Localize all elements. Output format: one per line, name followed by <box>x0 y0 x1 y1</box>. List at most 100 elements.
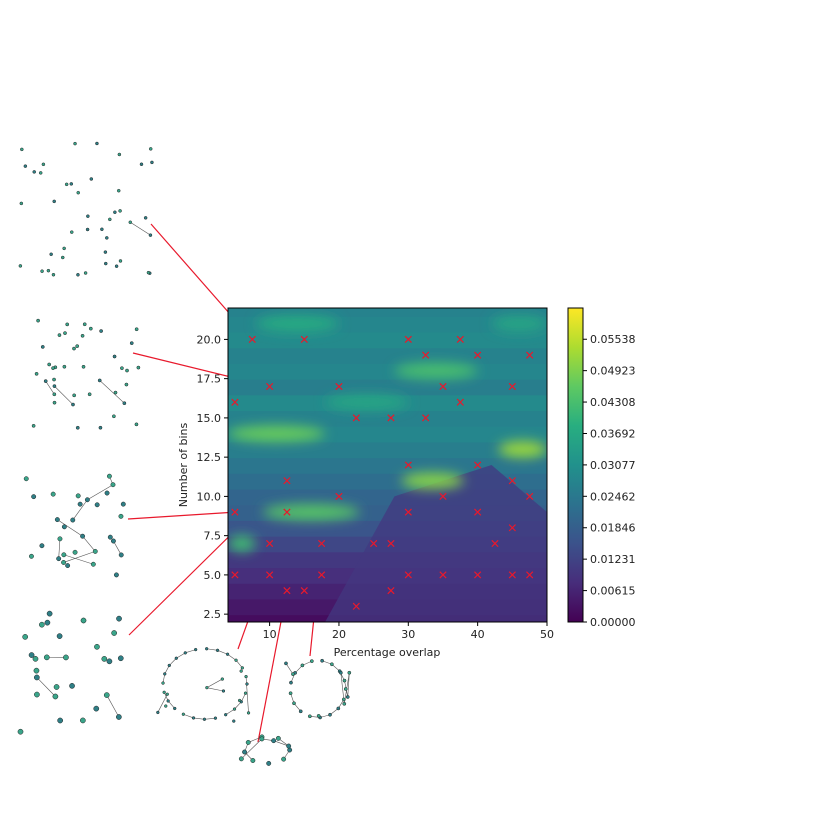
graph-inset <box>284 658 352 720</box>
graph-edge <box>206 687 224 692</box>
graph-node <box>72 393 77 398</box>
graph-node <box>347 670 352 675</box>
graph-node <box>94 643 100 650</box>
graph-node <box>57 536 63 542</box>
heatmap-hotspot <box>255 315 339 332</box>
colorbar-tick-label: 0.00000 <box>590 616 636 629</box>
graph-edge <box>176 652 186 659</box>
graph-node <box>100 227 104 232</box>
x-tick-label: 20 <box>332 628 346 641</box>
colorbar: 0.00000 0.00615 0.01231 0.01846 0.02462 0.030… <box>567 307 636 629</box>
graph-node <box>342 701 347 706</box>
sample-marker <box>526 351 534 359</box>
graph-node <box>56 556 62 562</box>
graph-edge <box>157 694 168 713</box>
graph-node <box>112 354 117 359</box>
sample-marker <box>335 382 343 391</box>
graph-node <box>244 674 248 679</box>
graph-edge <box>185 649 196 654</box>
graph-node <box>148 147 153 151</box>
graph-node <box>28 652 35 658</box>
graph-edge <box>169 658 177 666</box>
graph-node <box>69 182 74 186</box>
graph-node <box>69 230 74 234</box>
graph-node <box>134 327 139 332</box>
graph-node <box>75 344 80 349</box>
graph-node <box>146 270 151 275</box>
graph-node <box>284 661 288 666</box>
sample-marker <box>317 571 326 579</box>
graph-node <box>124 382 129 387</box>
graph-node <box>73 141 77 146</box>
graph-node <box>99 329 103 333</box>
sample-marker <box>317 539 326 548</box>
y-tick-label: 12.5 <box>197 451 222 464</box>
graph-node <box>113 572 119 578</box>
graph-node <box>239 669 243 673</box>
graph-edge <box>99 380 125 404</box>
graph-node <box>224 713 228 717</box>
graph-node <box>98 425 103 430</box>
graph-node <box>237 698 242 703</box>
graph-node <box>34 371 39 376</box>
y-tick-label: 5.0 <box>204 569 222 582</box>
graph-node <box>139 162 144 167</box>
graph-node <box>320 658 324 663</box>
graph-node <box>116 714 122 720</box>
graph-edge <box>63 551 96 563</box>
heatmap-hotspot <box>401 472 464 489</box>
graph-edge <box>54 385 74 405</box>
x-tick-label: 10 <box>263 628 277 641</box>
graph-node <box>173 706 177 711</box>
graph-edge <box>204 717 216 720</box>
graph-node <box>31 494 37 500</box>
graph-node <box>271 738 277 744</box>
graph-node <box>113 390 118 395</box>
graph-node <box>81 364 86 369</box>
graph-edge <box>130 222 151 236</box>
sample-marker <box>422 414 430 422</box>
graph-node <box>286 743 292 749</box>
graph-node <box>232 707 237 711</box>
graph-node <box>71 402 75 407</box>
graph-node <box>118 259 123 263</box>
y-tick-label: 7.5 <box>204 530 222 543</box>
graph-node <box>114 264 119 268</box>
sample-marker <box>231 508 239 516</box>
graph-edge <box>206 648 218 651</box>
graph-node <box>213 716 218 720</box>
graph-node <box>40 345 45 349</box>
graph-insets <box>17 141 352 766</box>
heatmap-plot: 10 20 30 40 50 2.5 5.0 7.5 10.0 12.5 15.0 17.5 20.0… <box>177 307 554 659</box>
graph-node <box>65 322 70 327</box>
sample-marker <box>439 571 447 579</box>
graph-node <box>246 711 251 715</box>
graph-node <box>52 199 56 204</box>
graph-node <box>57 333 62 337</box>
graph-node <box>345 695 350 699</box>
sample-marker <box>508 477 516 485</box>
graph-node <box>162 690 166 694</box>
sample-marker <box>231 398 239 406</box>
graph-node <box>116 188 121 193</box>
graph-inset <box>156 647 251 723</box>
graph-inset <box>23 473 126 578</box>
plot-frame <box>227 307 548 623</box>
graph-node <box>113 210 117 215</box>
graph-node <box>221 689 226 693</box>
graph-node <box>43 654 50 661</box>
graph-node <box>53 684 60 690</box>
sample-marker <box>265 539 274 548</box>
colorbar-tick-label: 0.02462 <box>590 490 636 503</box>
graph-node <box>291 672 295 676</box>
graph-node <box>83 271 88 275</box>
sample-marker <box>439 492 447 501</box>
graph-node <box>181 712 186 716</box>
heatmap-band <box>228 347 547 364</box>
x-axis: 10 20 30 40 50 <box>263 622 554 641</box>
graph-node <box>18 264 23 268</box>
graph-node <box>174 656 178 660</box>
graph-node <box>75 425 80 430</box>
graph-node <box>330 662 334 667</box>
